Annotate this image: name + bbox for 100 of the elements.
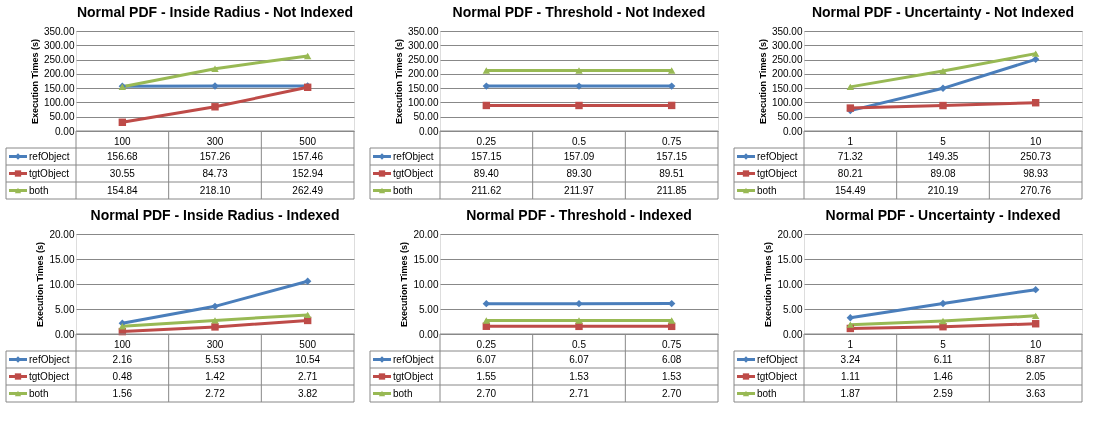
point — [303, 311, 312, 319]
data-label: 2.70 — [661, 387, 682, 399]
data-label: 1.42 — [205, 370, 226, 382]
data-label: 89.40 — [473, 167, 500, 179]
legend-label: both — [757, 387, 777, 399]
y-tick-label: 5.00 — [55, 303, 75, 315]
y-tick-label: 0.00 — [55, 328, 75, 340]
data-label: 262.49 — [292, 184, 324, 196]
y-tick-label: 0.00 — [783, 125, 803, 137]
point — [211, 65, 219, 72]
point — [939, 322, 947, 331]
data-label: 89.08 — [930, 167, 956, 179]
chart-title: Normal PDF - Threshold - Not Indexed — [452, 4, 706, 20]
y-tick-label: 150.00 — [771, 82, 803, 94]
y-tick-label: 5.00 — [783, 303, 803, 315]
data-label: 156.68 — [107, 150, 139, 162]
data-label: 5.53 — [205, 353, 226, 365]
y-tick-label: 20.00 — [413, 228, 439, 240]
y-tick-label: 0.00 — [783, 328, 803, 340]
y-axis-title: Execution Times (s) — [29, 39, 40, 124]
legend-label: tgtObject — [393, 370, 434, 382]
y-tick-label: 0.00 — [419, 125, 439, 137]
data-label: 1.56 — [112, 387, 133, 399]
x-tick-label: 0.5 — [572, 135, 587, 147]
data-label: 154.84 — [107, 184, 139, 196]
point — [667, 67, 676, 74]
point — [303, 52, 312, 60]
y-tick-label: 150.00 — [407, 82, 439, 94]
data-label: 8.87 — [1025, 353, 1046, 365]
x-tick-label: 500 — [299, 135, 317, 147]
x-tick-label: 1 — [847, 338, 854, 350]
data-label: 1.87 — [840, 387, 861, 399]
legend-label: both — [393, 184, 413, 196]
legend-label: tgtObject — [757, 167, 798, 179]
legend-label: refObject — [29, 150, 70, 162]
data-label: 2.71 — [297, 370, 318, 382]
y-tick-label: 200.00 — [43, 68, 75, 80]
y-axis-title: Execution Times (s) — [757, 39, 768, 124]
data-label: 1.11 — [840, 370, 861, 382]
data-label: 6.11 — [933, 353, 953, 365]
data-label: 80.21 — [837, 167, 864, 179]
legend-label: tgtObject — [29, 167, 70, 179]
y-tick-label: 100.00 — [43, 96, 75, 108]
y-tick-label: 50.00 — [777, 111, 803, 123]
chart-title: Normal PDF - Inside Radius - Not Indexed — [76, 4, 354, 20]
y-tick-label: 300.00 — [407, 39, 439, 51]
y-tick-label: 15.00 — [413, 253, 439, 265]
y-tick-label: 5.00 — [419, 303, 439, 315]
data-label: 1.46 — [933, 370, 954, 382]
point — [211, 302, 219, 311]
point — [211, 317, 219, 324]
point — [846, 83, 855, 91]
data-label: 210.19 — [927, 184, 959, 196]
y-tick-label: 250.00 — [771, 54, 803, 66]
legend-label: both — [757, 184, 777, 196]
point — [939, 317, 947, 325]
point — [575, 299, 583, 308]
point — [575, 317, 583, 324]
data-label: 3.24 — [840, 353, 861, 365]
legend-label: refObject — [757, 150, 798, 162]
point — [303, 277, 312, 286]
data-label: 6.08 — [661, 353, 682, 365]
point — [482, 317, 491, 324]
x-tick-label: 0.25 — [476, 135, 497, 147]
point — [939, 101, 947, 110]
legend-label: refObject — [393, 353, 434, 365]
point — [1031, 285, 1040, 294]
legend-label: refObject — [757, 353, 798, 365]
data-label: 2.05 — [1025, 370, 1046, 382]
data-label: 218.10 — [199, 184, 231, 196]
y-tick-label: 0.00 — [419, 328, 439, 340]
chart-title: Normal PDF - Inside Radius - Indexed — [90, 207, 340, 223]
x-tick-label: 100 — [113, 338, 132, 350]
y-axis-title: Execution Times (s) — [399, 242, 410, 327]
data-label: 6.07 — [476, 353, 497, 365]
x-tick-label: 0.25 — [476, 338, 497, 350]
data-label: 3.82 — [297, 387, 318, 399]
chart-title: Normal PDF - Uncertainty - Indexed — [825, 207, 1061, 223]
data-label: 2.16 — [112, 353, 133, 365]
legend-label: refObject — [393, 150, 434, 162]
x-tick-label: 10 — [1030, 338, 1042, 350]
data-label: 157.26 — [199, 150, 231, 162]
data-label: 2.71 — [569, 387, 590, 399]
x-tick-label: 0.75 — [661, 338, 682, 350]
y-tick-label: 350.00 — [771, 25, 803, 37]
data-label: 157.46 — [292, 150, 324, 162]
x-tick-label: 300 — [206, 135, 224, 147]
point — [939, 84, 947, 93]
y-tick-label: 150.00 — [43, 82, 75, 94]
data-label: 157.15 — [471, 150, 503, 162]
point — [1031, 50, 1040, 57]
y-tick-label: 15.00 — [49, 253, 75, 265]
data-label: 211.97 — [564, 184, 595, 196]
y-tick-label: 20.00 — [49, 228, 75, 240]
x-tick-label: 500 — [299, 338, 317, 350]
data-label: 270.76 — [1020, 184, 1052, 196]
y-tick-label: 0.00 — [55, 125, 75, 137]
data-label: 250.73 — [1020, 150, 1052, 162]
data-label: 10.54 — [295, 353, 321, 365]
y-tick-label: 100.00 — [407, 96, 439, 108]
